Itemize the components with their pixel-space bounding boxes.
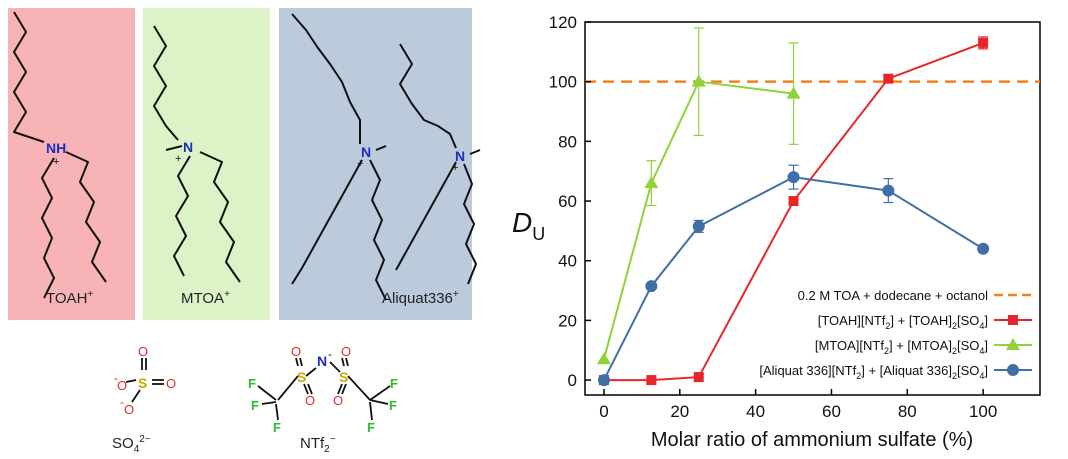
ntf2-structure: N - S S O O O O F F F F F F — [248, 344, 398, 435]
legend-swatch-marker-2 — [1007, 364, 1019, 376]
series-0-point-2 — [693, 372, 704, 383]
aliquat-panel-label: Aliquat336+ — [382, 289, 459, 307]
series-1-line — [602, 80, 794, 360]
series-0-point-5 — [978, 37, 989, 48]
ntf2-n-minus: - — [328, 347, 332, 361]
chart: 0 20 40 60 80 100 0 20 40 60 80 100 120 0.2 M TOA + … — [512, 13, 1041, 451]
series-2-point-5 — [977, 242, 990, 255]
x-tick-label-100: 100 — [969, 402, 997, 421]
ntf2-f-6: F — [367, 420, 375, 435]
sulfate-structure: O S O - O - O — [114, 344, 176, 417]
legend-swatch-marker-1 — [1006, 338, 1020, 350]
series-0-point-3 — [788, 196, 799, 207]
x-axis-label: Molar ratio of ammonium sulfate (%) — [651, 429, 973, 451]
aliquat2-plus-label: + — [452, 162, 458, 174]
ntf2-f-1: F — [248, 376, 256, 391]
sulfate-minus-left: - — [114, 371, 118, 385]
y-tick-label-0: 0 — [568, 371, 577, 390]
y-tick-label-120: 120 — [549, 13, 577, 32]
series-1-point-2 — [691, 74, 706, 87]
series-2 — [597, 164, 990, 387]
y-tick-label-80: 80 — [558, 132, 577, 151]
aliquat2-n-label: N — [455, 148, 465, 164]
toah-plus-label: + — [53, 156, 59, 168]
y-tick-label-20: 20 — [558, 311, 577, 330]
ntf2-formula: NTf2− — [300, 434, 336, 455]
toah-panel — [8, 8, 135, 320]
sulfate-o-left: O — [117, 378, 127, 393]
sulfate-o-bottom: O — [124, 402, 134, 417]
x-tick-label-20: 20 — [670, 402, 689, 421]
y-axis-label: DU — [512, 207, 545, 244]
mtoa-panel — [143, 8, 270, 320]
aliquat1-n-label: N — [361, 144, 371, 160]
y-tick-label-100: 100 — [549, 73, 577, 92]
series-layer — [596, 27, 990, 387]
ntf2-o-1: O — [291, 344, 301, 359]
plot-area-frame — [584, 21, 1041, 396]
x-tick-label-0: 0 — [599, 402, 608, 421]
series-2-point-1 — [645, 280, 658, 293]
mtoa-plus-label: + — [175, 153, 181, 165]
aliquat-molecule-1 — [291, 13, 387, 301]
series-1-point-3 — [786, 86, 801, 99]
series-1-point-1 — [644, 176, 659, 189]
ntf2-o-2: O — [305, 393, 315, 408]
y-tick-label-60: 60 — [558, 192, 577, 211]
sulfate-o-right: O — [166, 376, 176, 391]
legend-swatch-marker-0 — [1008, 315, 1018, 325]
ntf2-o-3: O — [341, 344, 351, 359]
ntf2-f-5: F — [389, 398, 397, 413]
ntf2-s-right: S — [339, 369, 348, 385]
x-tick-label-40: 40 — [746, 402, 765, 421]
series-1 — [596, 27, 801, 365]
structure-panels: NH + TOAH+ N + MTOA+ N + N + Aliq — [8, 8, 481, 455]
axes-layer: 0 20 40 60 80 100 0 20 40 60 80 100 120 — [549, 13, 998, 421]
series-0-point-1 — [646, 375, 657, 386]
mtoa-molecule — [153, 25, 241, 283]
series-1-point-0 — [596, 352, 611, 365]
x-tick-label-60: 60 — [822, 402, 841, 421]
ntf2-f-4: F — [390, 376, 398, 391]
legend: 0.2 M TOA + dodecane + octanol [TOAH][NTf… — [759, 288, 1032, 381]
legend-entry-1: [MTOA][NTf2] + [MTOA]2[SO4] — [815, 338, 988, 356]
legend-entry-reference: 0.2 M TOA + dodecane + octanol — [798, 288, 988, 303]
series-0-line — [603, 41, 984, 382]
toah-molecule — [13, 11, 107, 299]
aliquat1-plus-label: + — [357, 158, 363, 170]
series-2-point-2 — [692, 220, 705, 233]
toah-nh-label: NH — [46, 140, 66, 156]
series-0-point-4 — [883, 73, 894, 84]
series-2-line — [603, 176, 984, 381]
sulfate-minus-bottom: - — [120, 395, 124, 409]
legend-entry-2: [Aliquat 336][NTf2] + [Aliquat 336]2[SO4… — [759, 363, 988, 381]
ntf2-f-2: F — [251, 398, 259, 413]
mtoa-n-label: N — [183, 139, 193, 155]
sulfate-s: S — [138, 375, 147, 391]
aliquat-panel — [279, 8, 472, 320]
series-2-point-0 — [597, 374, 610, 387]
ntf2-f-3: F — [273, 420, 281, 435]
legend-entry-0: [TOAH][NTf2] + [TOAH]2[SO4] — [818, 313, 988, 331]
ntf2-n: N — [317, 353, 327, 369]
sulfate-formula: SO42− — [112, 434, 151, 455]
y-tick-label-40: 40 — [558, 252, 577, 271]
series-2-point-4 — [882, 184, 895, 197]
toah-panel-label: TOAH+ — [46, 289, 93, 307]
sulfate-o-top: O — [138, 344, 148, 359]
ntf2-o-4: O — [333, 393, 343, 408]
ntf2-s-left: S — [297, 369, 306, 385]
mtoa-panel-label: MTOA+ — [181, 289, 230, 307]
x-tick-label-80: 80 — [898, 402, 917, 421]
series-2-point-3 — [787, 171, 800, 184]
aliquat-molecule-2 — [395, 43, 481, 285]
